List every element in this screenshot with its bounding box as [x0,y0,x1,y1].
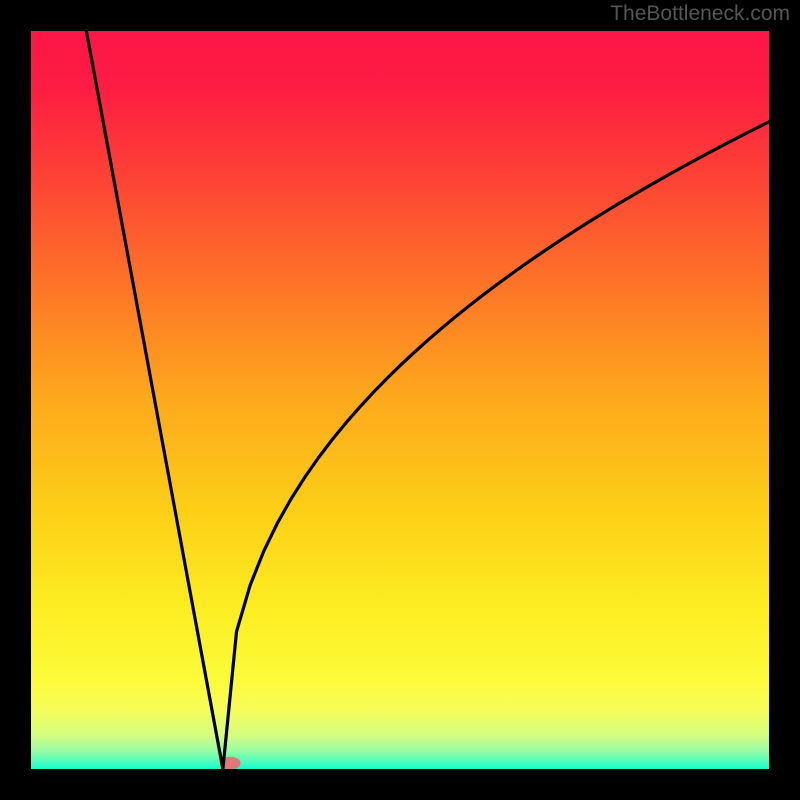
watermark-text: TheBottleneck.com [610,2,790,26]
gradient-background [31,31,769,769]
bottleneck-chart [0,0,800,800]
chart-container: TheBottleneck.com [0,0,800,800]
